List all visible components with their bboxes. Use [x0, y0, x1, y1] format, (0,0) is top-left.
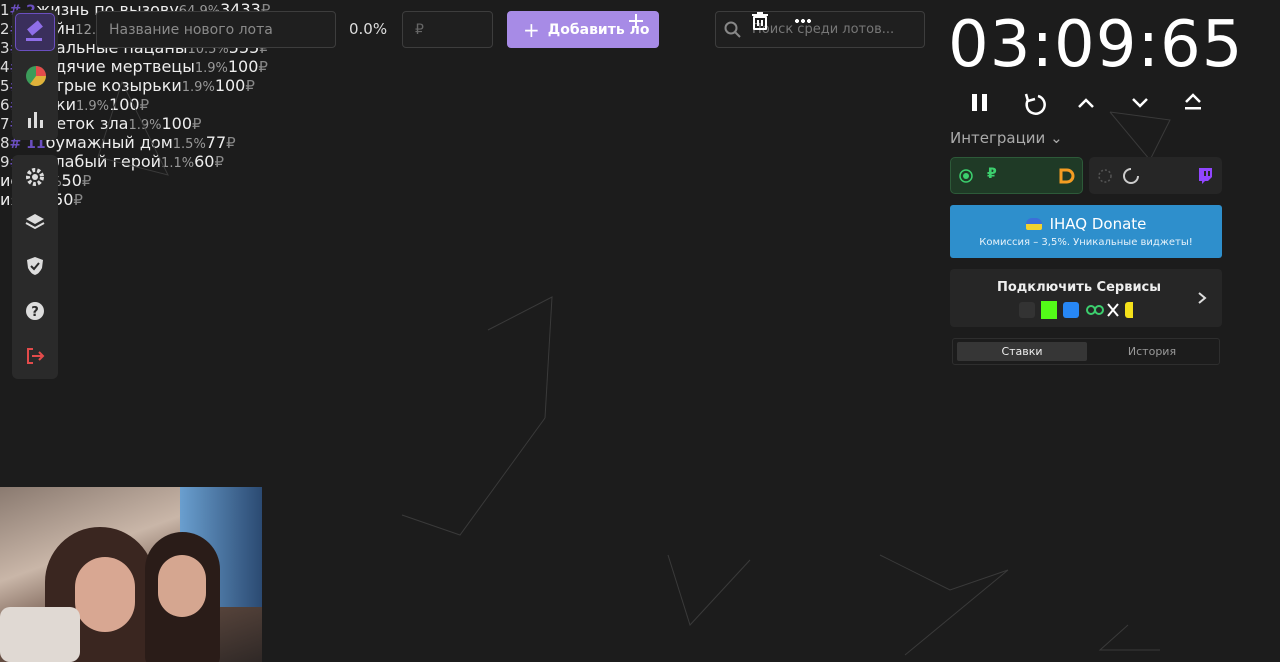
currency-button[interactable]: ₽	[73, 191, 83, 209]
donate-logo	[1025, 218, 1042, 230]
donate-banner[interactable]: IHAQ Donate Комиссия – 3,5%. Уникальные …	[950, 205, 1222, 258]
lot-percent: 1.9%	[181, 80, 215, 95]
chevron-right	[1198, 292, 1207, 304]
tabs: Ставки История	[952, 338, 1220, 365]
lot-name: бумажный дом	[45, 133, 173, 152]
lot-amount: 60	[194, 152, 215, 171]
lot-name: острые козырьки	[35, 76, 182, 95]
lot-id: # 11	[9, 136, 46, 152]
add-lot-label: Добавить ло	[547, 21, 650, 38]
help-icon[interactable]: ?	[25, 301, 45, 321]
delete-button[interactable]	[750, 11, 770, 31]
lot-percent: 1.9%	[194, 61, 228, 76]
webcam-face-2	[158, 555, 206, 617]
currency-button[interactable]: ₽	[226, 134, 236, 152]
add-lot-button[interactable]: + Добавить ло	[507, 11, 659, 48]
donationalerts-icon	[1059, 168, 1075, 184]
integration-card-2[interactable]	[1089, 157, 1222, 194]
tab-history[interactable]: История	[1127, 345, 1177, 358]
service-logos	[1019, 301, 1133, 319]
stats-pie-icon[interactable]	[24, 64, 48, 88]
donate-title: IHAQ Donate	[1049, 215, 1147, 233]
integrations-label: Интеграции	[950, 129, 1046, 147]
lot-amount: 100	[161, 114, 193, 133]
timer-controls[interactable]	[966, 88, 1206, 118]
amount-input[interactable]: ₽	[402, 11, 493, 48]
lot-rank: 1	[0, 1, 10, 19]
currency-button[interactable]: ₽	[245, 77, 255, 95]
lot-rank: 8	[0, 134, 10, 152]
tab-bids[interactable]: Ставки	[957, 342, 1087, 361]
currency-button[interactable]: ₽	[192, 115, 202, 133]
layers-icon[interactable]	[25, 212, 45, 232]
currency-button[interactable]: ₽	[260, 1, 271, 19]
integration-card-1[interactable]: ₽	[950, 157, 1083, 194]
lot-rank: 4	[0, 58, 10, 76]
search-icon	[724, 21, 741, 38]
sidebar-bottom: ?	[12, 155, 58, 379]
lot-amount: 77	[205, 133, 227, 152]
auction-tab[interactable]	[15, 13, 55, 51]
timer: 03:09:65	[948, 8, 1244, 82]
service-icon	[1123, 167, 1140, 184]
sidebar-top	[12, 10, 58, 140]
currency-button[interactable]: ₽	[214, 153, 224, 171]
lot-rank: 5	[0, 77, 10, 95]
services-card[interactable]: Подключить Сервисы	[950, 269, 1222, 327]
logout-icon[interactable]	[25, 346, 45, 366]
lot-amount: 100	[214, 76, 246, 95]
currency-button[interactable]: ₽	[259, 39, 269, 57]
lot-amount: 50	[61, 171, 82, 190]
integrations-title[interactable]: Интеграции ⌄	[950, 129, 1063, 147]
currency-button[interactable]: ₽	[81, 172, 92, 190]
svg-text:?: ?	[31, 305, 39, 320]
donate-subtitle: Комиссия – 3,5%. Уникальные виджеты!	[979, 237, 1193, 248]
lot-name: цветок зла	[35, 114, 129, 133]
new-lot-percent: 0.0%	[349, 20, 388, 38]
lot-rank: 6	[0, 96, 10, 114]
more-button[interactable]	[793, 11, 813, 31]
lot-percent: 1.9%	[75, 99, 110, 114]
currency-button[interactable]: ₽	[258, 58, 268, 76]
lot-name-input[interactable]: Название нового лота	[96, 11, 336, 48]
lot-rank: 3	[0, 39, 10, 57]
webcam-face-1	[75, 557, 135, 632]
lot-rank: 2	[0, 20, 10, 38]
currency-service-icon: ₽	[987, 166, 997, 182]
lot-percent: 1.1%	[161, 156, 195, 171]
add-bid-button[interactable]	[626, 11, 646, 31]
plus-icon: +	[523, 17, 540, 42]
toggle-on	[959, 169, 973, 183]
lot-name: ходячие мертвецы	[35, 57, 195, 76]
lot-percent: 1.5%	[172, 137, 206, 152]
toggle-off	[1098, 169, 1112, 183]
settings-icon[interactable]	[25, 167, 45, 187]
lot-amount: 50	[53, 190, 74, 209]
lot-rank: 7	[0, 115, 10, 133]
currency-button[interactable]: ₽	[139, 96, 150, 114]
lot-rank: 9	[0, 153, 10, 171]
search-input[interactable]: Поиск среди лотов...	[715, 11, 925, 48]
shield-icon[interactable]	[25, 256, 45, 276]
lot-percent: 1.9%	[128, 118, 162, 133]
webcam-overlay	[0, 487, 262, 662]
lot-amount: 100	[227, 57, 259, 76]
webcam-pillow	[0, 607, 80, 662]
twitch-icon	[1199, 168, 1212, 184]
services-title: Подключить Сервисы	[996, 280, 1162, 295]
chart-icon[interactable]	[26, 110, 46, 128]
